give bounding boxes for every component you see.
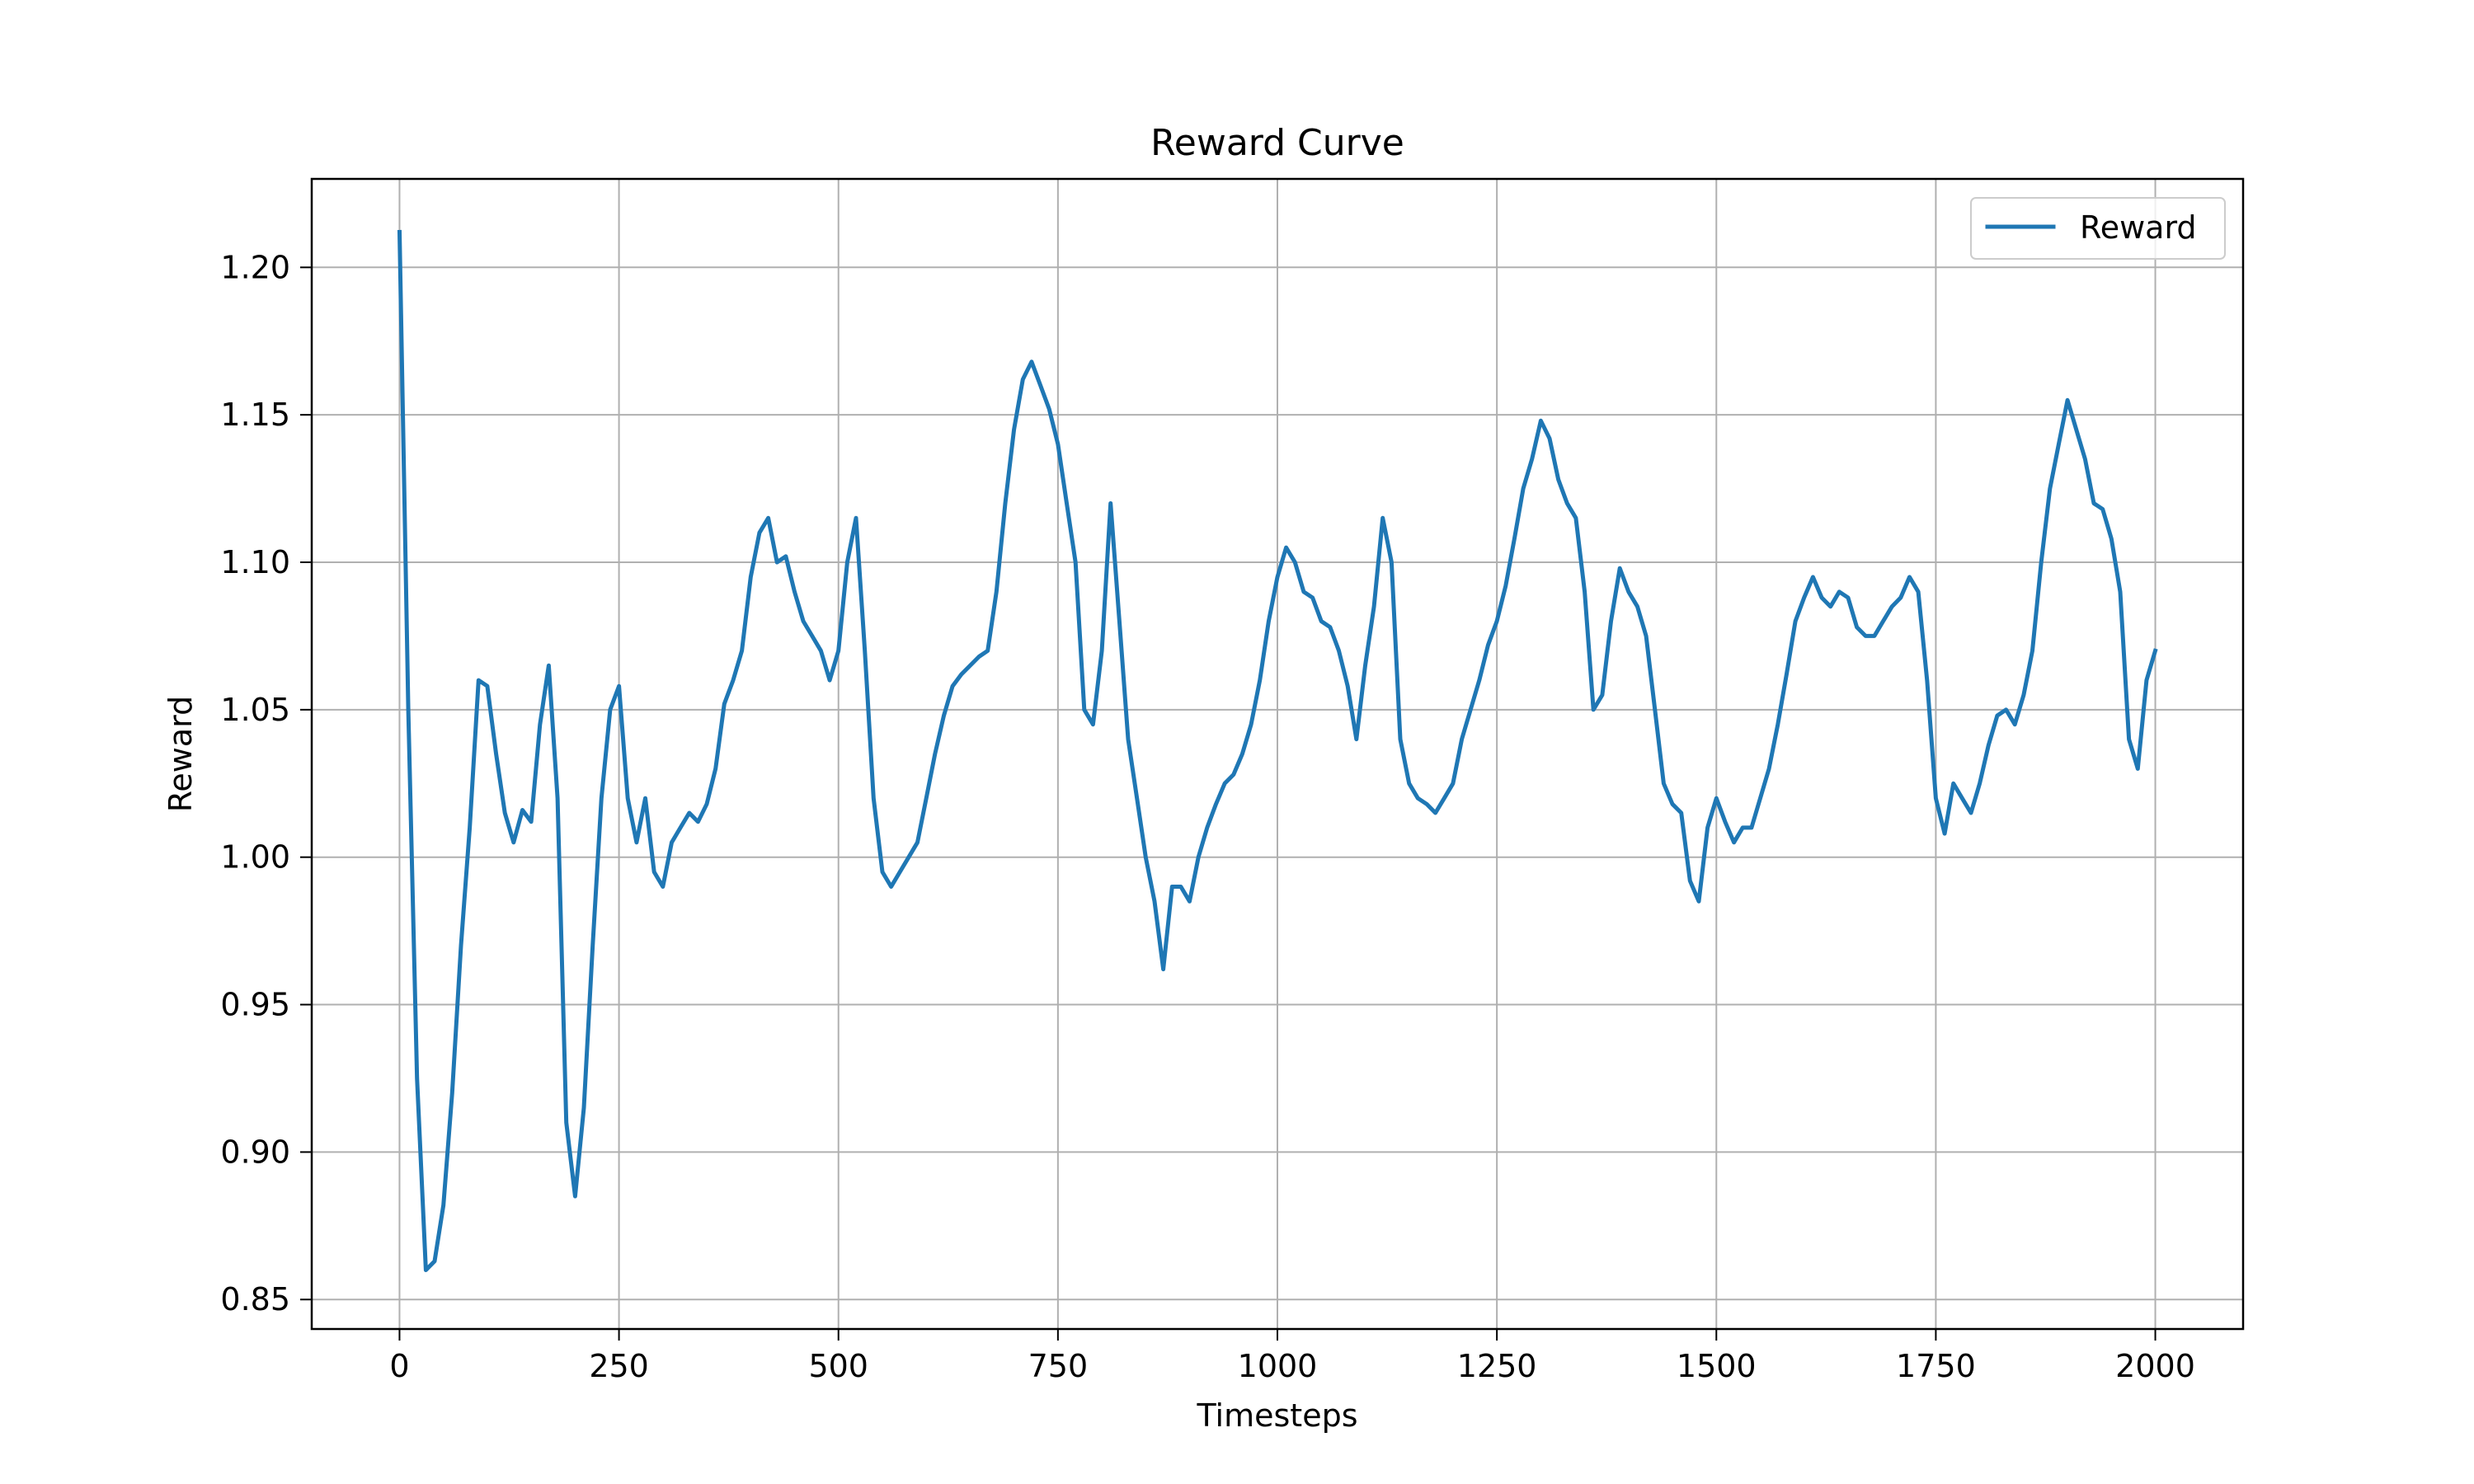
- grid: [312, 179, 2243, 1329]
- y-tick-label: 0.85: [220, 1281, 290, 1317]
- series-line-reward: [397, 229, 2158, 1272]
- y-tick-label: 1.00: [220, 839, 290, 876]
- series-layer: [397, 229, 2158, 1272]
- x-tick-label: 750: [1028, 1348, 1089, 1384]
- y-tick-label: 0.90: [220, 1134, 290, 1170]
- y-tick-label: 1.20: [220, 249, 290, 285]
- y-tick-label: 0.95: [220, 987, 290, 1023]
- x-tick-label: 500: [808, 1348, 868, 1384]
- legend: Reward: [1970, 197, 2226, 260]
- legend-box: [1970, 197, 2226, 260]
- legend-label-reward: Reward: [2080, 209, 2197, 246]
- y-tick-label: 1.15: [220, 397, 290, 433]
- y-tick-label: 1.10: [220, 544, 290, 580]
- x-tick-label: 1000: [1238, 1348, 1318, 1384]
- x-tick-label: 0: [389, 1348, 409, 1384]
- x-axis-label: Timesteps: [1197, 1397, 1358, 1434]
- x-tick-label: 1250: [1457, 1348, 1537, 1384]
- ticks: 0 250 500 750 1000 1250 1500 1750 2000 0.85 0.90 0.…: [220, 249, 2195, 1384]
- chart-title: Reward Curve: [1150, 122, 1404, 164]
- x-tick-label: 2000: [2115, 1348, 2195, 1384]
- y-tick-label: 1.05: [220, 692, 290, 728]
- x-tick-label: 1750: [1896, 1348, 1976, 1384]
- y-axis-label: Reward: [162, 696, 199, 813]
- x-tick-label: 250: [589, 1348, 649, 1384]
- x-tick-label: 1500: [1677, 1348, 1757, 1384]
